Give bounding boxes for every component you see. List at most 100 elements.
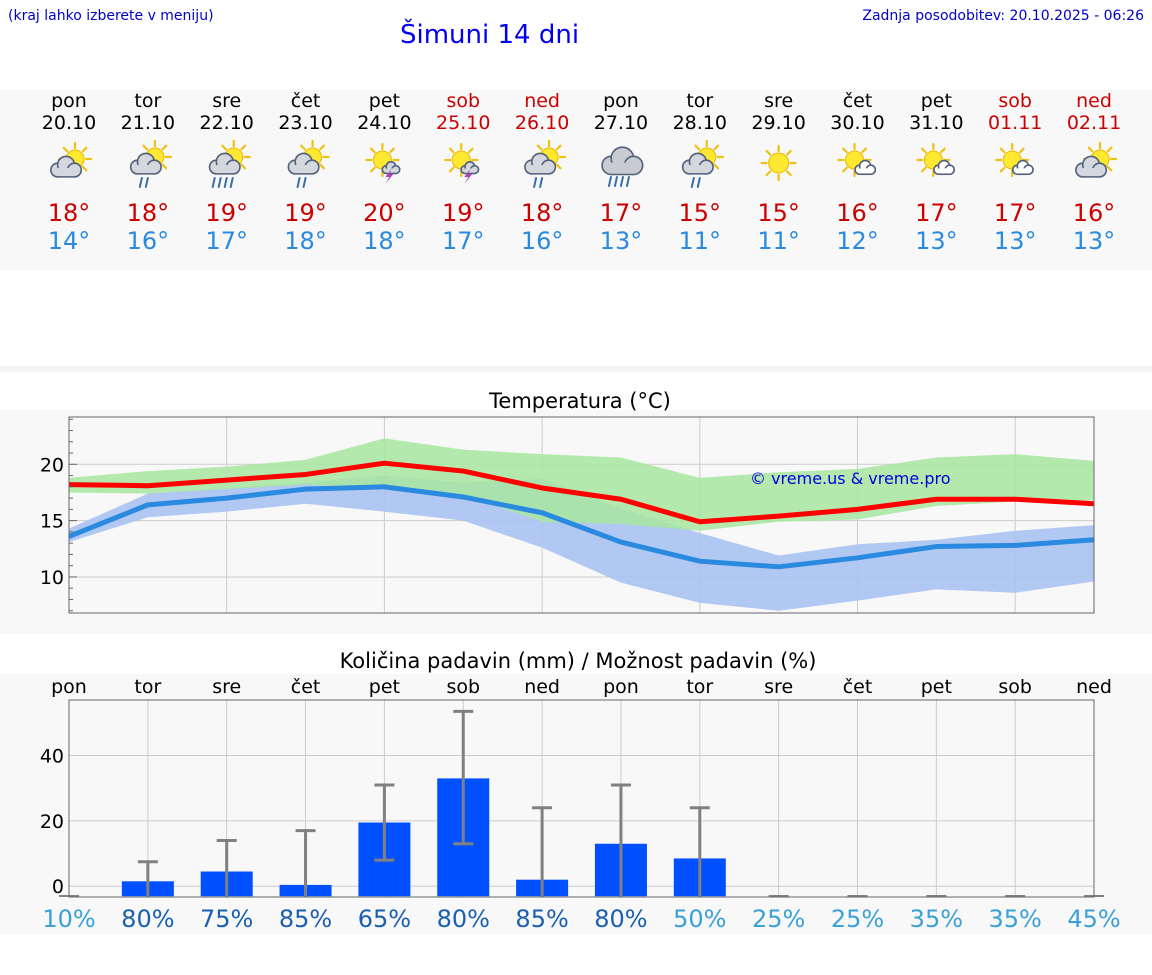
day-date: 02.11 <box>1067 112 1121 134</box>
category-label: sre <box>212 676 241 698</box>
precip-plot-frame <box>68 699 1095 898</box>
precip-chart-title: Količina padavin (mm) / Možnost padavin … <box>340 649 817 673</box>
lightning-shape <box>385 169 394 184</box>
cloud-shape <box>129 152 162 175</box>
category-label: pon <box>603 676 639 698</box>
error-bar <box>374 783 395 862</box>
rain-shape <box>296 177 307 188</box>
day-date: 26.10 <box>515 112 569 134</box>
day-date: 30.10 <box>830 112 884 134</box>
day-date: 20.10 <box>42 112 96 134</box>
precip-chance-label: 10% <box>42 905 95 933</box>
day-name: čet <box>291 90 321 112</box>
day-name: čet <box>843 90 873 112</box>
cloud-shape <box>460 161 480 175</box>
precip-chance-label: 80% <box>121 905 174 933</box>
day-date: 29.10 <box>751 112 805 134</box>
category-label: čet <box>291 676 321 698</box>
day-date: 24.10 <box>357 112 411 134</box>
watermark: © vreme.us & vreme.pro <box>750 469 951 488</box>
day-name: sre <box>764 90 793 112</box>
temp-min: 17° <box>205 227 248 255</box>
y-tick-label: 20 <box>40 454 64 476</box>
cloud-shape <box>208 152 241 175</box>
day-name: ned <box>524 90 560 112</box>
sun-cloud-rain-icon <box>681 139 724 188</box>
separator <box>0 366 1152 372</box>
temp-min: 12° <box>836 227 879 255</box>
temp-max: 16° <box>836 199 879 227</box>
error-bar <box>137 860 158 897</box>
category-label: tor <box>686 676 713 698</box>
temp-max: 17° <box>600 199 643 227</box>
error-bar <box>216 838 237 897</box>
temp-min: 14° <box>48 227 91 255</box>
cloud-shape <box>933 159 956 176</box>
last-updated: Zadnja posodobitev: 20.10.2025 - 06:26 <box>862 8 1144 24</box>
day-date: 23.10 <box>278 112 332 134</box>
location-hint[interactable]: (kraj lahko izberete v meniju) <box>8 8 214 24</box>
min-range-band <box>69 475 1095 611</box>
cloud-shape <box>601 146 644 176</box>
day-name: pon <box>51 90 87 112</box>
days-band <box>0 90 1152 270</box>
category-label: sre <box>764 676 793 698</box>
day-name: tor <box>686 90 713 112</box>
day-name: sob <box>446 90 480 112</box>
temp-max: 15° <box>757 199 800 227</box>
y-tick-label: 40 <box>40 746 64 768</box>
temp-min: 11° <box>679 227 722 255</box>
sun-cloud-rain-icon <box>524 139 567 188</box>
cloud-shape <box>381 161 401 175</box>
day-name: ned <box>1076 90 1112 112</box>
precip-plot-area <box>69 700 1094 897</box>
precip-chance-label: 85% <box>515 905 568 933</box>
cloud-shape <box>681 152 714 175</box>
error-bar <box>532 806 553 897</box>
cloud-shape <box>1011 159 1034 176</box>
cloud-shape <box>287 152 320 175</box>
y-tick-label: 15 <box>40 511 64 533</box>
category-label: pet <box>921 676 952 698</box>
sun-thunderstorm-icon <box>365 142 401 184</box>
precip-chart: pon tor sre čet pet sob ned pon tor sre čet pet sob n… <box>40 676 1121 933</box>
temp-max: 19° <box>442 199 485 227</box>
temp-min: 13° <box>600 227 643 255</box>
category-label: ned <box>1076 676 1112 698</box>
sun-thunderstorm-icon <box>444 142 480 184</box>
temp-max: 18° <box>521 199 564 227</box>
y-tick-label: 10 <box>40 567 64 589</box>
sun-small-cloud-icon <box>916 142 956 178</box>
temp-max: 19° <box>284 199 327 227</box>
cloud-shape <box>50 155 83 178</box>
precip-chance-label: 65% <box>358 905 411 933</box>
temp-min: 16° <box>127 227 170 255</box>
day-date: 21.10 <box>121 112 175 134</box>
rain-shape <box>138 177 149 188</box>
temp-max: 18° <box>48 199 91 227</box>
day-name: pet <box>921 90 952 112</box>
rain-shape <box>533 177 544 188</box>
sun-shape <box>760 144 797 182</box>
temp-min: 13° <box>1073 227 1116 255</box>
category-label: ned <box>524 676 560 698</box>
page-title: Šimuni 14 dni <box>400 20 580 50</box>
sun-small-cloud-icon <box>995 142 1034 178</box>
sun-small-cloud-icon <box>837 142 877 178</box>
precip-chance-label: 50% <box>673 905 726 933</box>
day-name: sre <box>212 90 241 112</box>
day-name: tor <box>134 90 161 112</box>
temp-min: 18° <box>284 227 327 255</box>
